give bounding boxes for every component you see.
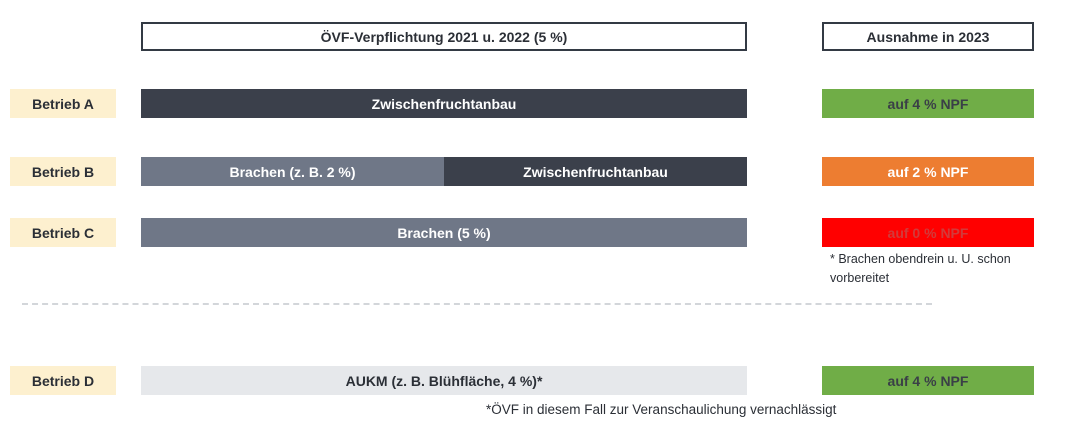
exception-header: Ausnahme in 2023 — [822, 22, 1034, 51]
farm-a-exception: auf 4 % NPF — [822, 89, 1034, 118]
farm-c-note: * Brachen obendrein u. U. schon vorberei… — [830, 252, 1011, 285]
footnote: *ÖVF in diesem Fall zur Veranschaulichun… — [486, 402, 837, 417]
dashed-divider — [22, 303, 932, 305]
farm-c-label: Betrieb C — [10, 218, 116, 247]
farm-c-exception: auf 0 % NPF — [822, 218, 1034, 247]
farm-a-label: Betrieb A — [10, 89, 116, 118]
farm-b-exception: auf 2 % NPF — [822, 157, 1034, 186]
farm-d-segment-aukm: AUKM (z. B. Blühfläche, 4 %)* — [141, 366, 747, 395]
farm-b-label: Betrieb B — [10, 157, 116, 186]
farm-a-segment-cover-crop: Zwischenfruchtanbau — [141, 89, 747, 118]
farm-b-segment-fallow: Brachen (z. B. 2 %) — [141, 157, 444, 186]
farm-d-label: Betrieb D — [10, 366, 116, 395]
obligation-header: ÖVF-Verpflichtung 2021 u. 2022 (5 %) — [141, 22, 747, 51]
farm-b-segment-cover-crop: Zwischenfruchtanbau — [444, 157, 747, 186]
farm-c-segment-fallow: Brachen (5 %) — [141, 218, 747, 247]
farm-d-exception: auf 4 % NPF — [822, 366, 1034, 395]
